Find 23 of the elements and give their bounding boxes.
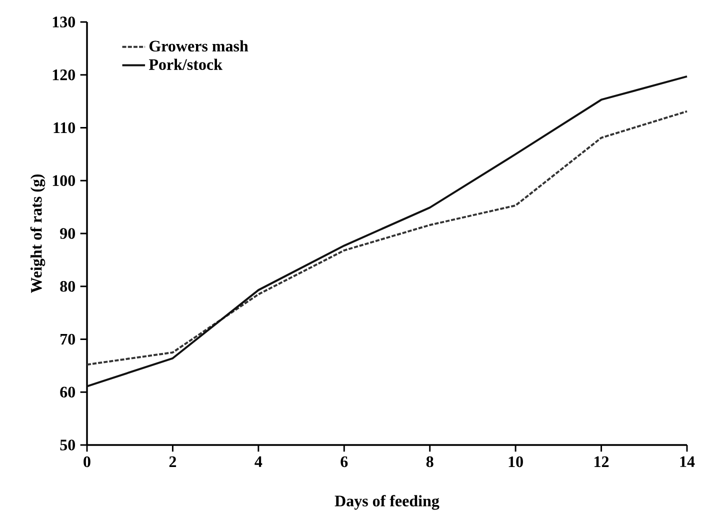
x-tick-label: 14 [680,456,695,467]
line-series [86,75,688,388]
y-tick-label: 80 [60,280,76,292]
x-tick-label: 10 [508,456,523,468]
y-tick-label: 100 [52,175,76,186]
x-tick-label: 0 [84,456,90,468]
x-axis-title: Days of feeding [334,494,440,510]
y-axis-title: Weight of rats (g) [30,174,46,294]
y-tick-label: 110 [54,122,76,134]
y-tick-label: 90 [60,228,76,239]
y-tick-label: 70 [60,334,76,345]
y-tick-label: 60 [60,386,76,398]
x-tick-label: 4 [254,456,262,467]
line-series [86,110,688,366]
y-tick-label: 50 [60,440,76,450]
x-tick-label: 8 [426,456,434,468]
y-tick-label: 120 [52,69,76,80]
x-tick-label: 2 [169,456,176,467]
x-tick-label: 12 [594,456,609,467]
y-tick-label: 130 [52,16,76,28]
x-tick-label: 6 [340,456,348,468]
legend-label: Growers mash [149,40,248,52]
legend-label: Pork/stock [148,58,222,70]
